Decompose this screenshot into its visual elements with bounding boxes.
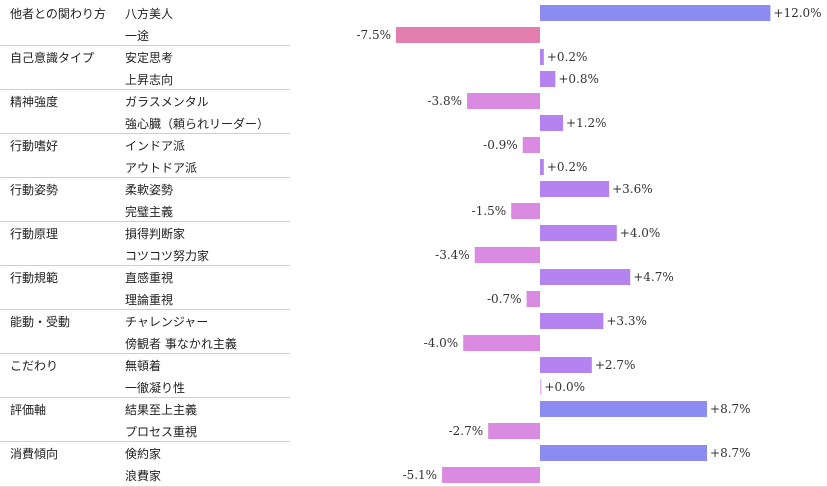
data-label: +8.7% — [710, 402, 751, 416]
data-label: -3.4% — [435, 248, 470, 262]
bar — [511, 203, 540, 219]
group-divider — [0, 397, 290, 398]
category-label: こだわり — [10, 359, 59, 373]
item-label: 安定思考 — [125, 51, 174, 65]
group-divider — [0, 89, 290, 90]
bar — [540, 225, 617, 241]
group-divider — [0, 441, 290, 442]
group-divider — [0, 221, 290, 222]
data-label: +0.8% — [558, 72, 599, 86]
bar — [540, 181, 610, 197]
bar — [540, 379, 542, 395]
bar — [540, 115, 564, 131]
group-divider — [0, 177, 290, 178]
item-label: 損得判断家 — [125, 227, 186, 241]
group-divider — [0, 45, 290, 46]
bar — [540, 357, 592, 373]
item-label: 傍観者 事なかれ主義 — [125, 337, 237, 351]
data-label: -4.0% — [424, 336, 459, 350]
group-divider — [0, 133, 290, 134]
category-label: 行動規範 — [10, 271, 59, 285]
bar — [463, 335, 540, 351]
item-label: アウトドア派 — [125, 161, 198, 175]
group-divider — [0, 353, 290, 354]
data-label: +4.0% — [620, 226, 661, 240]
item-label: 一途 — [125, 29, 150, 43]
item-label: 柔軟姿勢 — [125, 183, 174, 197]
bar — [540, 159, 544, 175]
bar — [540, 5, 771, 21]
data-label: +8.7% — [710, 446, 751, 460]
group-divider — [0, 309, 290, 310]
data-label: +2.7% — [595, 358, 636, 372]
category-label: 評価軸 — [10, 403, 47, 417]
item-label: チャレンジャー — [125, 315, 209, 329]
bar — [540, 445, 708, 461]
data-label: +0.0% — [545, 380, 586, 394]
bar — [442, 467, 540, 483]
bar — [396, 27, 540, 43]
item-label: 強心臓（頼られリーダー） — [125, 117, 270, 131]
item-label: 一徹凝り性 — [125, 381, 186, 395]
category-label: 精神強度 — [10, 95, 59, 109]
bar — [526, 291, 540, 307]
category-label: 他者との関わり方 — [10, 7, 106, 21]
item-label: 倹約家 — [125, 447, 162, 461]
bar — [540, 401, 708, 417]
item-label: 上昇志向 — [125, 73, 174, 87]
item-label: 理論重視 — [125, 293, 174, 307]
bar — [540, 313, 604, 329]
bar — [474, 247, 540, 263]
bar — [540, 269, 631, 285]
data-label: +0.2% — [547, 50, 588, 64]
group-divider — [0, 265, 290, 266]
item-label: コツコツ努力家 — [125, 249, 210, 263]
data-label: -2.7% — [449, 424, 484, 438]
item-label: 結果至上主義 — [125, 403, 198, 417]
item-label: プロセス重視 — [125, 425, 198, 439]
data-label: +3.6% — [612, 182, 653, 196]
data-label: -1.5% — [472, 204, 507, 218]
data-label: +1.2% — [566, 116, 607, 130]
item-label: 八方美人 — [125, 7, 174, 21]
category-label: 自己意識タイプ — [10, 51, 95, 65]
data-label: -7.5% — [356, 28, 391, 42]
item-label: 直感重視 — [125, 271, 174, 285]
bar — [488, 423, 540, 439]
bar — [467, 93, 540, 109]
item-label: 完璧主義 — [125, 205, 174, 219]
data-label: -5.1% — [403, 468, 438, 482]
category-label: 行動姿勢 — [10, 183, 59, 197]
category-label: 行動原理 — [10, 227, 59, 241]
category-label: 行動嗜好 — [10, 139, 59, 153]
category-label: 消費傾向 — [10, 447, 59, 461]
item-label: 無頓着 — [125, 359, 162, 373]
data-label: +3.3% — [606, 314, 647, 328]
bar — [540, 71, 556, 87]
data-label: +12.0% — [773, 6, 821, 20]
item-label: ガラスメンタル — [125, 95, 209, 109]
data-label: -3.8% — [427, 94, 462, 108]
data-label: +0.2% — [547, 160, 588, 174]
data-label: +4.7% — [633, 270, 674, 284]
data-label: -0.9% — [483, 138, 518, 152]
item-label: インドア派 — [125, 139, 186, 153]
bar — [540, 49, 544, 65]
item-label: 浪費家 — [125, 469, 162, 483]
bar — [522, 137, 540, 153]
data-label: -0.7% — [487, 292, 522, 306]
category-label: 能動・受動 — [10, 315, 71, 329]
